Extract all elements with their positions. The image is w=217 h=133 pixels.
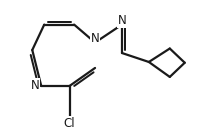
Text: N: N	[118, 14, 126, 27]
Text: N: N	[91, 32, 99, 45]
Text: N: N	[31, 79, 39, 92]
Text: Cl: Cl	[64, 117, 76, 130]
